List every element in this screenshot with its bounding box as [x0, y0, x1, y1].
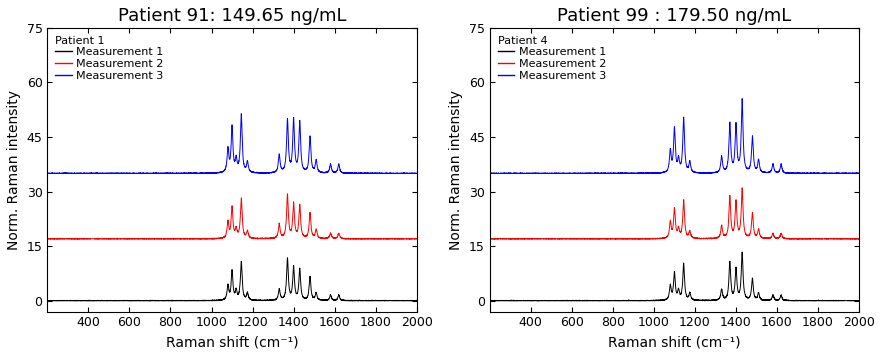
Title: Patient 99 : 179.50 ng/mL: Patient 99 : 179.50 ng/mL: [557, 7, 791, 25]
Title: Patient 91: 149.65 ng/mL: Patient 91: 149.65 ng/mL: [118, 7, 347, 25]
Y-axis label: Norm. Raman intensity: Norm. Raman intensity: [449, 90, 463, 250]
Legend: Measurement 1, Measurement 2, Measurement 3: Measurement 1, Measurement 2, Measuremen…: [496, 33, 609, 83]
Legend: Measurement 1, Measurement 2, Measurement 3: Measurement 1, Measurement 2, Measuremen…: [53, 33, 166, 83]
Y-axis label: Norm. Raman intensity: Norm. Raman intensity: [7, 90, 21, 250]
X-axis label: Raman shift (cm⁻¹): Raman shift (cm⁻¹): [166, 335, 298, 349]
X-axis label: Raman shift (cm⁻¹): Raman shift (cm⁻¹): [608, 335, 741, 349]
